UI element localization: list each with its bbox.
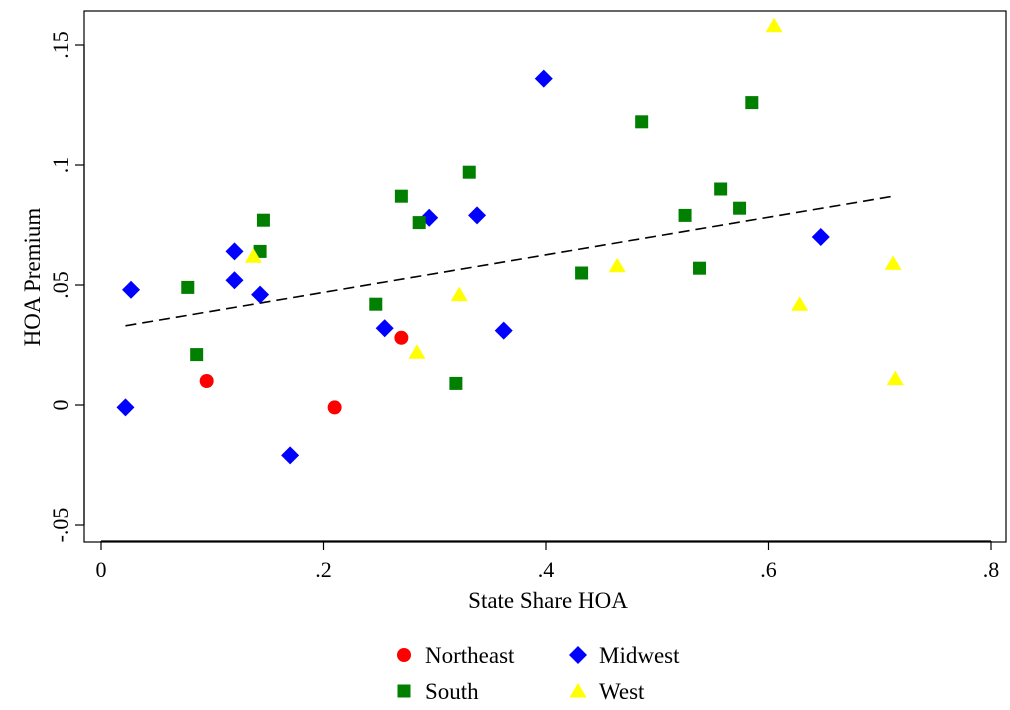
y-tick-label: .1 [48, 157, 73, 174]
west-point [408, 344, 426, 359]
west-point [886, 370, 904, 386]
midwest-point [225, 271, 244, 290]
south-point [449, 376, 463, 390]
west-point [608, 257, 626, 273]
midwest-point [122, 280, 141, 299]
plot-area-frame [83, 10, 1007, 543]
y-axis-ticks: -.05 0 .05 .1 .15 [48, 31, 84, 542]
x-axis-ticks: 0 .2 .4 .6 .8 [96, 541, 1000, 582]
legend-label-midwest: Midwest [599, 643, 680, 668]
south-point [394, 189, 408, 203]
northeast-point [394, 330, 409, 345]
south-point [575, 266, 589, 280]
data-points [116, 17, 904, 465]
south-point [693, 261, 707, 275]
south-point [635, 115, 649, 129]
west-point [450, 286, 468, 302]
south-point [733, 201, 747, 215]
x-tick-label: .2 [315, 557, 332, 582]
legend-marker-midwest [569, 646, 587, 664]
y-tick-label: -.05 [48, 508, 73, 543]
legend-marker-northeast [397, 648, 411, 662]
x-tick-label: .8 [983, 557, 1000, 582]
south-point [714, 182, 728, 196]
linear-fit-line [125, 195, 894, 327]
x-tick-label: .6 [760, 557, 777, 582]
midwest-point [468, 206, 487, 225]
y-tick-label: .15 [48, 31, 73, 59]
northeast-point [327, 400, 342, 415]
west-point [765, 17, 783, 33]
midwest-point [116, 398, 135, 417]
legend-marker-south [397, 684, 411, 698]
legend-label-northeast: Northeast [425, 643, 515, 668]
x-axis-title: State Share HOA [468, 588, 628, 613]
y-axis-title: HOA Premium [20, 208, 45, 347]
south-point [190, 348, 204, 362]
west-point [884, 255, 902, 270]
south-point [745, 96, 759, 110]
northeast-point [199, 374, 214, 388]
y-tick-label: .05 [48, 271, 73, 299]
south-point [181, 280, 195, 294]
midwest-point [225, 242, 244, 261]
south-point [256, 213, 270, 227]
south-point [369, 297, 383, 311]
midwest-point [811, 228, 830, 246]
legend: Northeast Midwest South West [397, 643, 680, 704]
south-point [412, 216, 426, 230]
legend-label-south: South [425, 679, 479, 704]
midwest-point [251, 285, 270, 304]
midwest-point [494, 321, 513, 340]
west-point [244, 248, 262, 263]
midwest-point [375, 319, 394, 338]
south-point [678, 208, 692, 222]
legend-marker-west [569, 683, 587, 698]
west-point [791, 296, 809, 311]
south-point [462, 165, 476, 179]
legend-label-west: West [599, 679, 645, 704]
x-tick-label: 0 [96, 557, 107, 582]
midwest-point [534, 69, 553, 88]
midwest-point [281, 446, 300, 465]
y-tick-label: 0 [48, 400, 73, 411]
x-tick-label: .4 [538, 557, 555, 582]
